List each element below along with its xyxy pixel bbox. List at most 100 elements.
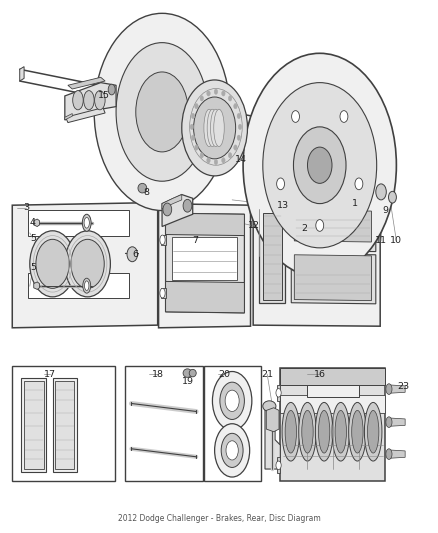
Ellipse shape [367,410,379,453]
Polygon shape [294,255,371,301]
Ellipse shape [302,410,313,453]
Polygon shape [159,204,251,328]
Ellipse shape [220,382,244,419]
Polygon shape [280,368,385,385]
Text: 13: 13 [276,201,289,210]
Ellipse shape [182,80,247,176]
Polygon shape [294,210,371,242]
Ellipse shape [30,231,75,297]
Ellipse shape [85,281,89,290]
Ellipse shape [293,127,346,204]
Ellipse shape [243,53,396,277]
Ellipse shape [285,410,297,453]
Ellipse shape [389,191,396,203]
Ellipse shape [200,152,204,158]
Ellipse shape [207,158,210,163]
Ellipse shape [84,91,94,110]
Text: 18: 18 [152,370,164,378]
Polygon shape [291,209,376,252]
Bar [28,273,129,298]
Bar [172,237,237,280]
Ellipse shape [83,278,91,293]
Ellipse shape [73,91,83,110]
Ellipse shape [238,124,242,130]
Text: 14: 14 [235,156,247,164]
Text: 17: 17 [44,370,57,378]
Ellipse shape [190,124,194,130]
Polygon shape [162,195,182,209]
Polygon shape [53,378,77,472]
Ellipse shape [36,239,69,288]
Ellipse shape [191,114,195,119]
Ellipse shape [237,114,240,119]
Ellipse shape [189,369,196,377]
Polygon shape [388,418,405,426]
Text: 11: 11 [375,237,387,245]
Ellipse shape [225,390,239,411]
Ellipse shape [222,91,225,96]
Polygon shape [307,385,359,397]
Ellipse shape [210,109,221,147]
Text: 7: 7 [192,237,198,245]
Ellipse shape [212,372,252,430]
Polygon shape [65,114,72,120]
Text: 5: 5 [30,234,36,243]
Polygon shape [34,282,39,289]
Ellipse shape [376,184,386,200]
Ellipse shape [116,43,208,181]
Ellipse shape [204,109,214,147]
Ellipse shape [138,183,147,193]
Ellipse shape [352,410,363,453]
Text: 1: 1 [352,199,358,208]
Text: 15: 15 [98,92,110,100]
Ellipse shape [318,410,330,453]
Polygon shape [66,108,105,123]
Ellipse shape [332,402,350,461]
Ellipse shape [355,178,363,190]
Ellipse shape [207,91,210,96]
Ellipse shape [136,72,188,152]
Ellipse shape [315,402,333,461]
Ellipse shape [276,389,281,397]
Ellipse shape [307,147,332,183]
Polygon shape [253,201,380,326]
Ellipse shape [282,402,300,461]
Polygon shape [55,381,74,469]
Polygon shape [166,213,244,313]
Ellipse shape [386,449,392,459]
Ellipse shape [335,410,346,453]
Polygon shape [277,385,280,401]
Ellipse shape [127,247,138,262]
Polygon shape [166,281,244,313]
Ellipse shape [233,103,237,109]
Ellipse shape [349,402,366,461]
Polygon shape [20,67,24,81]
Ellipse shape [207,109,218,147]
Bar [28,210,129,236]
Ellipse shape [276,461,281,470]
Polygon shape [388,385,405,393]
Ellipse shape [195,145,198,150]
Ellipse shape [195,103,198,109]
Text: 9: 9 [382,206,389,214]
Polygon shape [388,450,405,458]
Ellipse shape [108,84,115,95]
Ellipse shape [214,89,218,94]
Polygon shape [291,254,376,304]
Ellipse shape [200,96,204,101]
Ellipse shape [95,91,105,110]
Bar [12,366,115,481]
Text: 3: 3 [23,204,29,212]
Ellipse shape [340,111,348,123]
Text: 19: 19 [182,377,194,385]
Ellipse shape [160,235,165,245]
Ellipse shape [228,152,232,158]
Text: 12: 12 [248,222,260,230]
Polygon shape [280,395,385,413]
Ellipse shape [364,402,382,461]
Ellipse shape [263,401,276,411]
Ellipse shape [263,83,377,248]
Polygon shape [21,378,46,472]
Polygon shape [12,203,158,328]
Ellipse shape [191,135,195,140]
